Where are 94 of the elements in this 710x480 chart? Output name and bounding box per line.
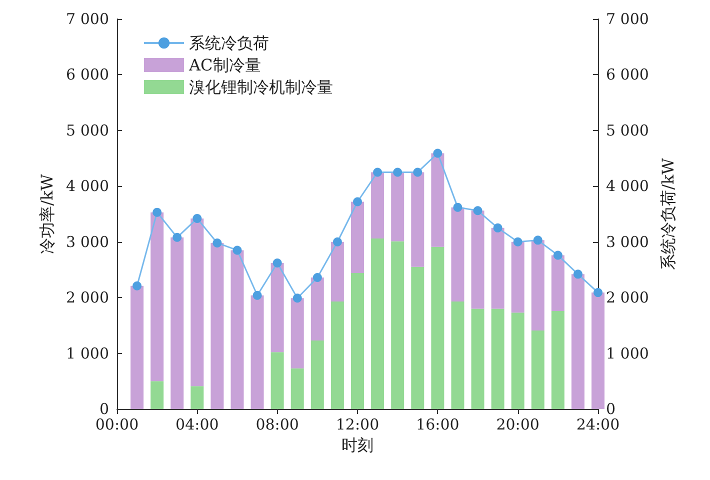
bar	[491, 228, 504, 309]
point	[433, 148, 442, 158]
point	[373, 168, 382, 177]
y-tick-label: 4 000	[66, 177, 109, 196]
bar	[150, 212, 164, 382]
bar	[391, 172, 404, 242]
bar	[451, 301, 464, 409]
point	[353, 197, 362, 206]
legend-label: AC制冷量	[188, 56, 261, 74]
point	[393, 168, 402, 177]
bar	[130, 286, 144, 409]
bar	[330, 301, 344, 409]
point	[573, 270, 582, 279]
point	[473, 206, 482, 216]
y2-tick-label: 5 000	[606, 121, 649, 140]
bar	[511, 242, 524, 313]
bar	[150, 381, 164, 409]
point	[172, 232, 182, 242]
point	[212, 238, 222, 248]
bar	[471, 210, 484, 309]
bar	[230, 250, 244, 409]
bar	[351, 273, 364, 409]
bar	[531, 240, 544, 330]
point	[413, 168, 422, 177]
bar	[310, 340, 324, 409]
point	[513, 237, 522, 246]
y-tick-label: 3 000	[66, 232, 109, 251]
bar	[210, 242, 224, 409]
y2-tick-label: 4 000	[606, 177, 649, 196]
point	[312, 273, 322, 282]
bar	[411, 172, 424, 267]
bar	[491, 308, 504, 409]
y-tick-label: 2 000	[66, 288, 109, 307]
bar	[451, 207, 464, 302]
point	[132, 281, 142, 290]
y2-axis-title: 系统冷负荷/kW	[658, 158, 678, 270]
y-tick-label: 5 000	[66, 121, 109, 140]
y-tick-label: 6 000	[66, 66, 109, 84]
y2-tick-label: 6 000	[606, 66, 649, 84]
bar	[551, 310, 564, 409]
bar	[330, 242, 344, 302]
y2-tick-label: 7 000	[606, 10, 649, 28]
bar	[371, 172, 384, 239]
x-tick-label: 24:00	[576, 416, 620, 434]
bar	[371, 238, 384, 409]
bar	[190, 386, 204, 409]
point	[332, 237, 342, 246]
legend-label: 系统冷负荷	[189, 34, 269, 52]
bar	[290, 368, 304, 409]
bar	[250, 295, 264, 409]
x-tick-label: 08:00	[256, 416, 299, 434]
point	[192, 214, 202, 223]
point	[272, 258, 282, 268]
bar	[592, 292, 604, 409]
legend-label: 溴化锂制冷机制冷量	[189, 78, 333, 96]
point	[292, 294, 302, 303]
y2-tick-label: 3 000	[606, 232, 649, 251]
bar	[571, 274, 584, 409]
bar	[531, 330, 544, 409]
bar	[471, 308, 484, 409]
y-tick-label: 0	[99, 400, 109, 418]
point	[232, 246, 242, 255]
bar	[310, 278, 324, 340]
y-axis-title: 冷功率/kW	[38, 174, 57, 254]
y2-tick-label: 1 000	[606, 344, 649, 362]
x-tick-label: 00:00	[95, 416, 139, 434]
point	[252, 290, 262, 300]
x-axis-title: 时刻	[342, 436, 374, 454]
bar	[391, 241, 404, 409]
bar	[431, 246, 444, 409]
y-tick-label: 1 000	[66, 344, 109, 362]
x-tick-label: 04:00	[176, 416, 219, 434]
y2-tick-label: 2 000	[606, 288, 649, 307]
bar	[431, 153, 444, 247]
bar	[270, 352, 284, 409]
bar	[511, 312, 524, 409]
bar	[411, 266, 424, 409]
bar	[551, 255, 564, 311]
bar	[290, 298, 304, 368]
point	[553, 250, 562, 260]
point	[152, 208, 162, 217]
bar	[270, 263, 284, 352]
x-tick-label: 12:00	[336, 416, 380, 434]
point	[453, 202, 462, 212]
point	[493, 223, 502, 232]
bar	[170, 237, 184, 409]
y2-tick-label: 0	[606, 400, 616, 418]
y-tick-label: 7 000	[66, 10, 109, 28]
bar	[190, 218, 204, 386]
x-tick-label: 16:00	[416, 416, 460, 434]
x-tick-label: 20:00	[496, 416, 540, 434]
point	[594, 288, 602, 298]
bar	[351, 202, 364, 274]
point	[533, 236, 542, 245]
